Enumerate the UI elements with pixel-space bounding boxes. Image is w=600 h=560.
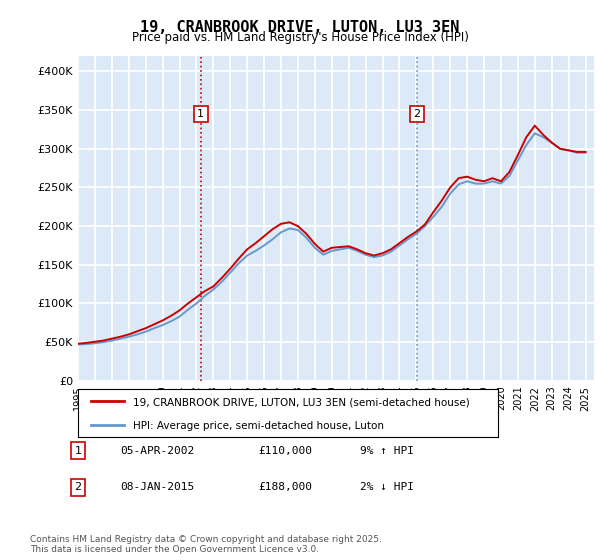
Text: 2: 2	[413, 109, 421, 119]
Text: 9% ↑ HPI: 9% ↑ HPI	[360, 446, 414, 456]
Text: 19, CRANBROOK DRIVE, LUTON, LU3 3EN: 19, CRANBROOK DRIVE, LUTON, LU3 3EN	[140, 20, 460, 35]
Text: £188,000: £188,000	[258, 482, 312, 492]
Text: 2: 2	[74, 482, 82, 492]
Text: 1: 1	[74, 446, 82, 456]
Text: 05-APR-2002: 05-APR-2002	[120, 446, 194, 456]
Text: Contains HM Land Registry data © Crown copyright and database right 2025.
This d: Contains HM Land Registry data © Crown c…	[30, 535, 382, 554]
Text: 1: 1	[197, 109, 205, 119]
Text: £110,000: £110,000	[258, 446, 312, 456]
Text: HPI: Average price, semi-detached house, Luton: HPI: Average price, semi-detached house,…	[133, 421, 383, 431]
Text: 2% ↓ HPI: 2% ↓ HPI	[360, 482, 414, 492]
Text: Price paid vs. HM Land Registry's House Price Index (HPI): Price paid vs. HM Land Registry's House …	[131, 31, 469, 44]
Text: 19, CRANBROOK DRIVE, LUTON, LU3 3EN (semi-detached house): 19, CRANBROOK DRIVE, LUTON, LU3 3EN (sem…	[133, 398, 469, 408]
Text: 08-JAN-2015: 08-JAN-2015	[120, 482, 194, 492]
